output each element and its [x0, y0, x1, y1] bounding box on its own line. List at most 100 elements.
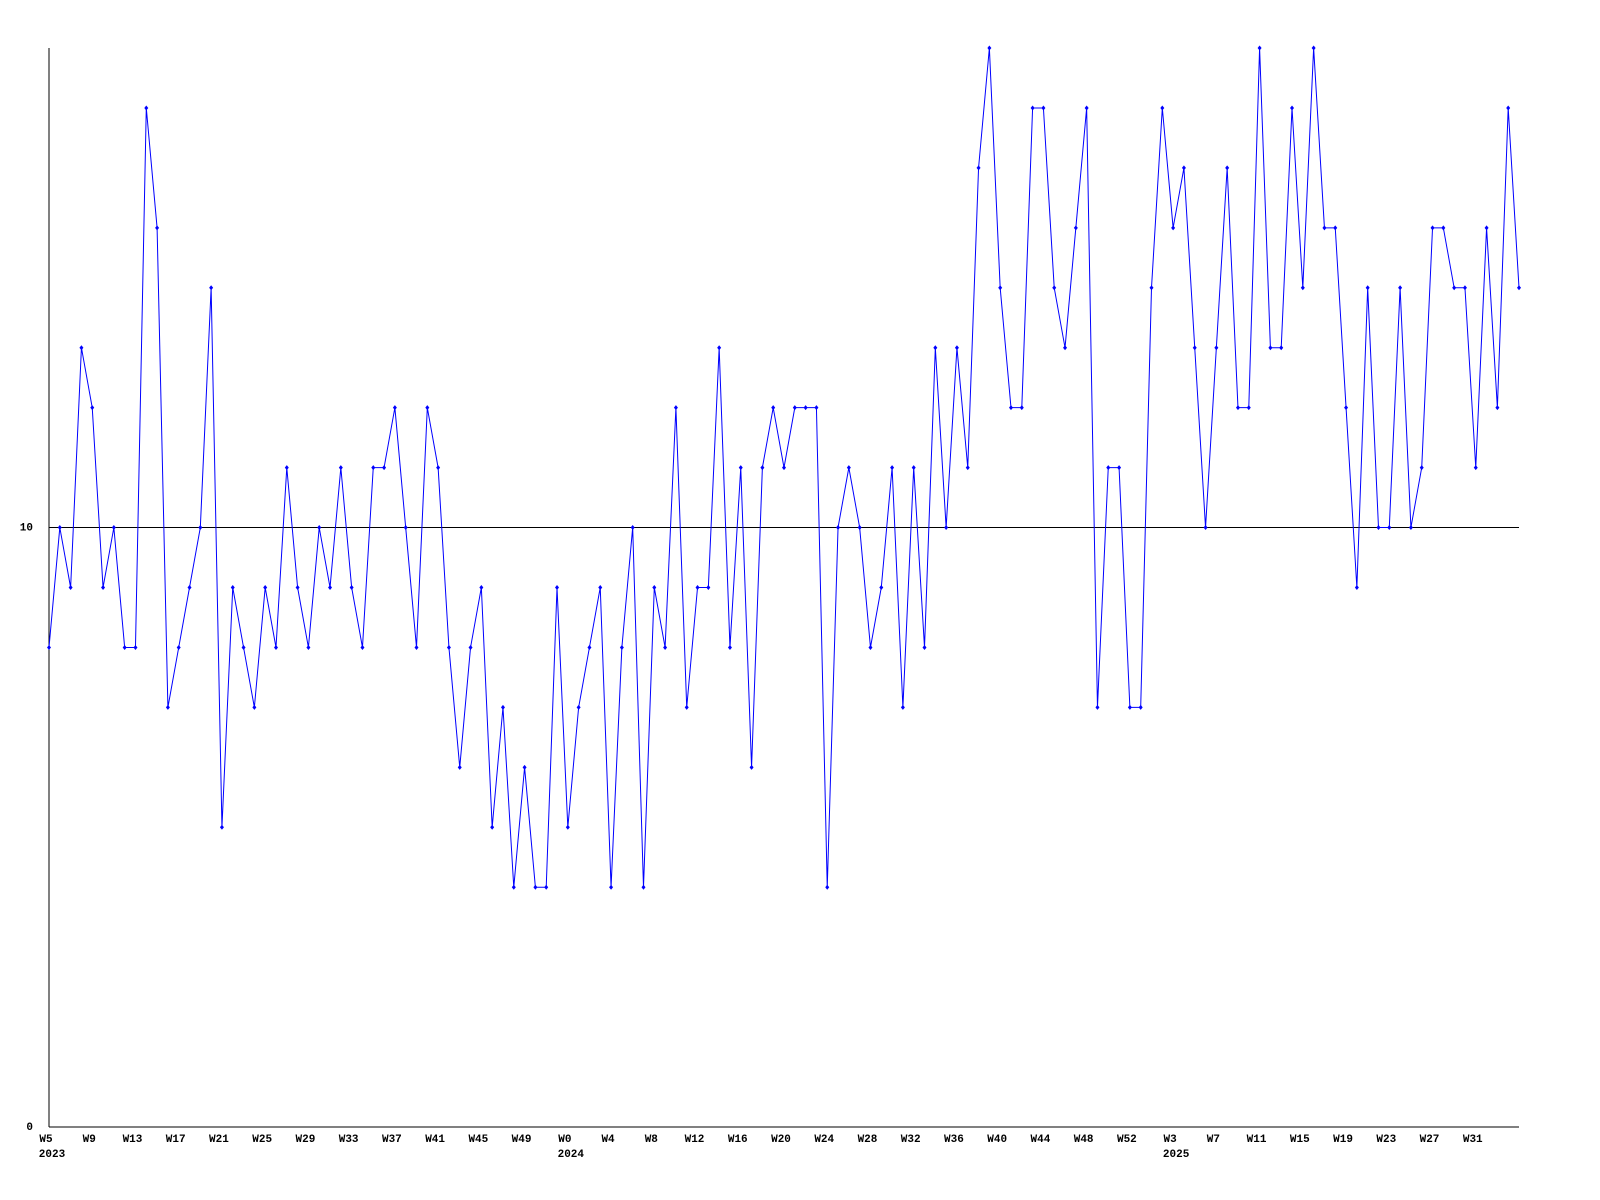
- data-point: [328, 585, 333, 590]
- data-point: [1322, 225, 1327, 231]
- data-point: [1462, 285, 1467, 291]
- data-point: [760, 465, 765, 471]
- data-point: [1257, 45, 1262, 51]
- data-point: [727, 644, 732, 650]
- data-point: [133, 644, 138, 650]
- data-point: [1344, 405, 1349, 411]
- data-point: [317, 525, 322, 531]
- data-point: [663, 644, 668, 650]
- data-point: [900, 704, 905, 710]
- x-tick-label: W41: [425, 1134, 445, 1146]
- x-tick-label: W44: [1031, 1134, 1051, 1146]
- data-point: [1041, 105, 1046, 111]
- data-point: [198, 525, 203, 531]
- data-point: [1387, 525, 1392, 531]
- data-point: [219, 824, 224, 830]
- data-point: [630, 525, 635, 531]
- data-point: [1398, 285, 1403, 291]
- data-point: [1300, 285, 1305, 291]
- x-tick-label: W29: [296, 1134, 316, 1146]
- x-tick-label: W37: [382, 1134, 402, 1146]
- data-point: [1225, 165, 1230, 171]
- data-point: [436, 465, 441, 471]
- data-point: [738, 465, 743, 471]
- data-point: [1063, 345, 1068, 351]
- data-point: [1430, 225, 1435, 231]
- data-point: [479, 585, 484, 590]
- data-point: [1160, 105, 1165, 111]
- data-point: [1279, 345, 1284, 351]
- data-point: [857, 525, 862, 531]
- x-tick-label: W17: [166, 1134, 186, 1146]
- data-point: [144, 105, 149, 111]
- data-point: [446, 644, 451, 650]
- data-point: [1311, 45, 1316, 51]
- data-point: [1106, 465, 1111, 471]
- data-point: [1008, 405, 1013, 411]
- data-point: [619, 644, 624, 650]
- data-point: [338, 465, 343, 471]
- data-point: [1441, 225, 1446, 231]
- data-point: [403, 525, 408, 531]
- x-tick-label: W32: [901, 1134, 921, 1146]
- data-point: [1495, 405, 1500, 411]
- data-point: [47, 644, 51, 650]
- data-point: [954, 345, 959, 351]
- x-tick-label: W7: [1207, 1134, 1220, 1146]
- data-point: [230, 585, 235, 590]
- x-tick-label: W13: [123, 1134, 143, 1146]
- data-point: [890, 465, 895, 471]
- data-point: [1052, 285, 1057, 291]
- data-point: [652, 585, 657, 590]
- data-point: [176, 644, 181, 650]
- x-tick-label: W19: [1333, 1134, 1353, 1146]
- data-point: [868, 644, 873, 650]
- x-tick-label: W52: [1117, 1134, 1137, 1146]
- data-point: [522, 764, 527, 770]
- data-point: [598, 585, 603, 590]
- data-point: [695, 585, 700, 590]
- data-point: [922, 644, 927, 650]
- data-point: [1333, 225, 1338, 231]
- data-point: [544, 884, 549, 890]
- data-point: [1246, 405, 1251, 411]
- data-point: [684, 704, 689, 710]
- data-point: [187, 585, 192, 590]
- data-point: [371, 465, 376, 471]
- data-point: [252, 704, 257, 710]
- data-point: [555, 585, 560, 590]
- data-point: [771, 405, 776, 411]
- x-tick-label: W0: [558, 1134, 571, 1146]
- data-point: [79, 345, 84, 351]
- data-point: [155, 225, 160, 231]
- data-point: [792, 405, 797, 411]
- data-point: [101, 585, 106, 590]
- x-tick-label: W23: [1376, 1134, 1396, 1146]
- data-point: [1235, 405, 1240, 411]
- data-point: [273, 644, 278, 650]
- x-tick-label: W15: [1290, 1134, 1310, 1146]
- data-point: [825, 884, 830, 890]
- data-point: [122, 644, 127, 650]
- data-point: [382, 465, 387, 471]
- x-tick-label: W48: [1074, 1134, 1094, 1146]
- data-point: [1171, 225, 1176, 231]
- data-point: [1030, 105, 1035, 111]
- x-year-label: 2025: [1163, 1149, 1190, 1161]
- x-tick-label: W16: [728, 1134, 748, 1146]
- x-tick-label: W20: [771, 1134, 791, 1146]
- data-point: [836, 525, 841, 531]
- x-tick-label: W8: [645, 1134, 659, 1146]
- x-tick-label: W45: [468, 1134, 488, 1146]
- data-point: [814, 405, 819, 411]
- data-point: [1181, 165, 1186, 171]
- data-point: [965, 465, 970, 471]
- data-point: [803, 405, 808, 411]
- data-point: [933, 345, 938, 351]
- x-tick-label: W4: [601, 1134, 615, 1146]
- x-tick-label: W25: [252, 1134, 272, 1146]
- x-tick-label: W36: [944, 1134, 964, 1146]
- data-point: [1419, 465, 1424, 471]
- data-point: [879, 585, 884, 590]
